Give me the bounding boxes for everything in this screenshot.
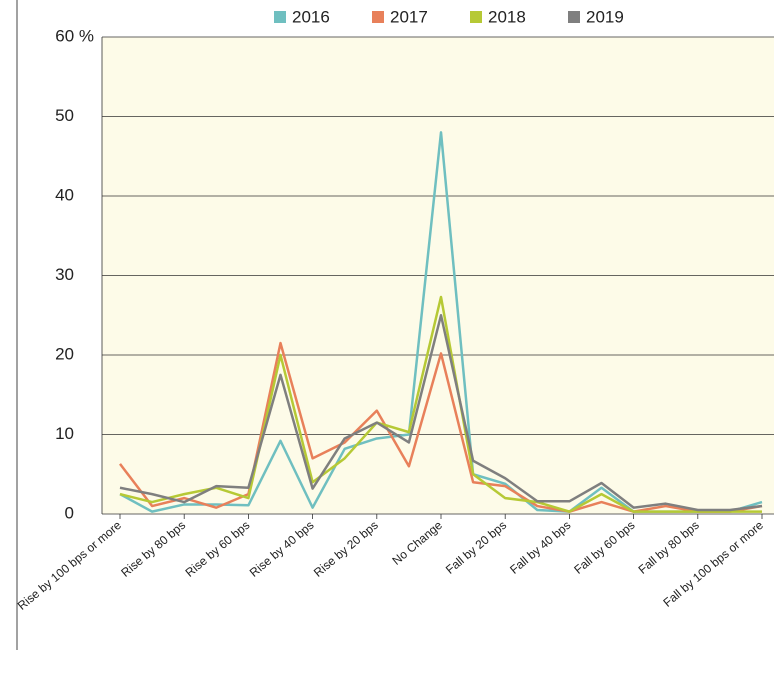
y-tick-label: 20	[55, 344, 74, 363]
x-tick-label: Fall by 20 bps	[443, 518, 509, 577]
legend-label: 2019	[586, 7, 624, 26]
x-tick-label: Rise by 60 bps	[183, 518, 253, 580]
series-line	[119, 314, 763, 512]
y-tick-label: 50	[55, 106, 74, 125]
x-tick-label: Rise by 80 bps	[118, 518, 188, 580]
x-tick-label: Rise by 100 bps or more	[15, 518, 124, 613]
x-tick-label: No Change	[389, 518, 445, 568]
legend-swatch	[568, 11, 580, 23]
legend-label: 2018	[488, 7, 526, 26]
series-line	[119, 295, 762, 513]
y-tick-label: 60 %	[55, 26, 94, 45]
y-tick-label: 40	[55, 185, 74, 204]
x-tick-label: Fall by 40 bps	[507, 518, 573, 577]
legend-swatch	[274, 11, 286, 23]
y-tick-label: 10	[55, 424, 74, 443]
y-tick-label: 30	[55, 265, 74, 284]
legend-label: 2017	[390, 7, 428, 26]
y-tick-label: 0	[65, 503, 74, 522]
legend-swatch	[372, 11, 384, 23]
x-tick-label: Fall by 60 bps	[571, 518, 637, 577]
legend-swatch	[470, 11, 482, 23]
x-tick-label: Rise by 40 bps	[247, 518, 317, 580]
x-tick-label: Fall by 80 bps	[636, 518, 702, 577]
x-tick-label: Rise by 20 bps	[311, 518, 381, 580]
legend-label: 2016	[292, 7, 330, 26]
series-line	[119, 341, 763, 513]
